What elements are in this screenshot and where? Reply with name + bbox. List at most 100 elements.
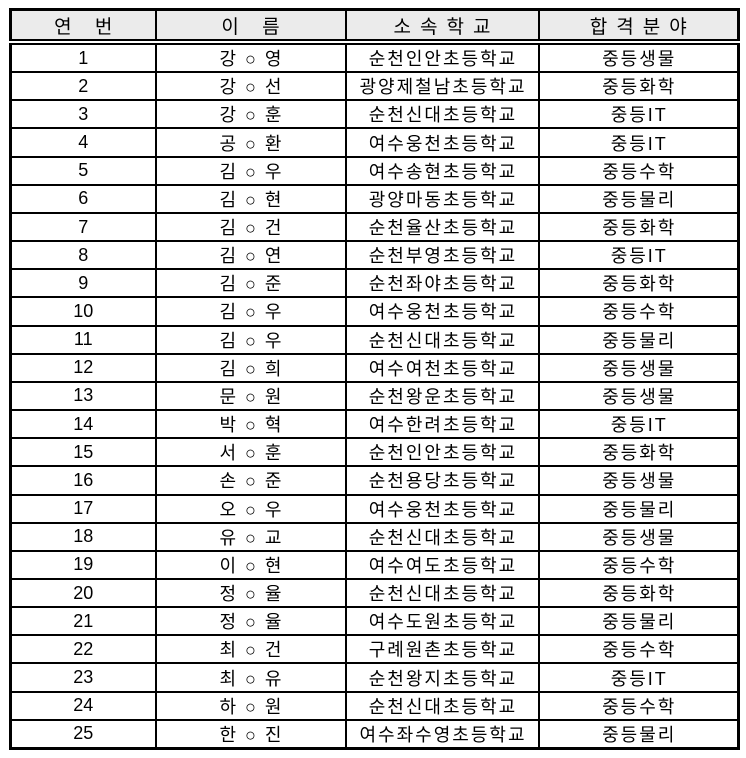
cell-school: 순천왕운초등학교: [344, 380, 540, 412]
cell-no: 20: [9, 577, 157, 609]
cell-field: 중등수학: [537, 690, 740, 721]
cell-name: 유 ○ 교: [154, 521, 347, 552]
cell-name: 이 ○ 현: [154, 549, 347, 580]
table-row: 16 손 ○ 준 순천용당초등학교 중등생물: [9, 465, 740, 496]
cell-field: 중등수학: [537, 296, 740, 327]
table-row: 13 문 ○ 원 순천왕운초등학교 중등생물: [9, 380, 740, 412]
cell-field: 중등화학: [537, 268, 740, 299]
cell-school: 순천용당초등학교: [344, 465, 540, 496]
cell-name: 한 ○ 진: [154, 718, 347, 750]
cell-school: 순천인안초등학교: [344, 40, 540, 74]
cell-school: 순천신대초등학교: [344, 577, 540, 609]
cell-field: 중등물리: [537, 718, 740, 750]
cell-field: 중등IT: [537, 127, 740, 158]
cell-name: 김 ○ 건: [154, 211, 347, 243]
cell-name: 김 ○ 우: [154, 155, 347, 186]
cell-school: 순천신대초등학교: [344, 324, 540, 355]
cell-school: 순천인안초등학교: [344, 437, 540, 468]
cell-no: 21: [9, 606, 157, 637]
cell-field: 중등IT: [537, 409, 740, 440]
cell-field: 중등수학: [537, 549, 740, 580]
table-row: 25 한 ○ 진 여수좌수영초등학교 중등물리: [9, 718, 740, 750]
cell-name: 정 ○ 율: [154, 577, 347, 609]
cell-school: 여수좌수영초등학교: [344, 718, 540, 750]
cell-name: 강 ○ 선: [154, 71, 347, 102]
table-row: 18 유 ○ 교 순천신대초등학교 중등생물: [9, 521, 740, 552]
cell-no: 15: [9, 437, 157, 468]
cell-school: 순천부영초등학교: [344, 240, 540, 271]
cell-field: 중등생물: [537, 521, 740, 552]
cell-name: 김 ○ 우: [154, 296, 347, 327]
cell-field: 중등화학: [537, 577, 740, 609]
cell-no: 14: [9, 409, 157, 440]
cell-field: 중등수학: [537, 634, 740, 665]
cell-school: 여수여도초등학교: [344, 549, 540, 580]
cell-no: 5: [9, 155, 157, 186]
table-row: 23 최 ○ 유 순천왕지초등학교 중등IT: [9, 662, 740, 693]
cell-no: 7: [9, 211, 157, 243]
cell-school: 광양제철남초등학교: [344, 71, 540, 102]
cell-name: 문 ○ 원: [154, 380, 347, 412]
cell-name: 강 ○ 영: [154, 40, 347, 74]
cell-school: 순천신대초등학교: [344, 99, 540, 130]
cell-field: 중등화학: [537, 71, 740, 102]
cell-school: 여수웅천초등학교: [344, 493, 540, 524]
cell-no: 25: [9, 718, 157, 750]
cell-school: 여수웅천초등학교: [344, 296, 540, 327]
cell-no: 11: [9, 324, 157, 355]
cell-school: 순천신대초등학교: [344, 521, 540, 552]
cell-no: 2: [9, 71, 157, 102]
cell-school: 순천신대초등학교: [344, 690, 540, 721]
cell-no: 18: [9, 521, 157, 552]
cell-field: 중등수학: [537, 155, 740, 186]
cell-name: 하 ○ 원: [154, 690, 347, 721]
cell-field: 중등생물: [537, 352, 740, 383]
cell-name: 박 ○ 혁: [154, 409, 347, 440]
cell-school: 여수한려초등학교: [344, 409, 540, 440]
cell-name: 최 ○ 건: [154, 634, 347, 665]
cell-school: 여수도원초등학교: [344, 606, 540, 637]
cell-name: 김 ○ 연: [154, 240, 347, 271]
cell-field: 중등IT: [537, 240, 740, 271]
cell-name: 강 ○ 훈: [154, 99, 347, 130]
cell-field: 중등IT: [537, 99, 740, 130]
table-row: 17 오 ○ 우 여수웅천초등학교 중등물리: [9, 493, 740, 524]
cell-field: 중등물리: [537, 324, 740, 355]
cell-no: 3: [9, 99, 157, 130]
cell-name: 김 ○ 준: [154, 268, 347, 299]
cell-school: 여수웅천초등학교: [344, 127, 540, 158]
table-row: 10 김 ○ 우 여수웅천초등학교 중등수학: [9, 296, 740, 327]
cell-name: 정 ○ 율: [154, 606, 347, 637]
cell-no: 23: [9, 662, 157, 693]
cell-school: 광양마동초등학교: [344, 183, 540, 214]
table-header-row: 연 번 이 름 소속학교 합격분야: [9, 8, 740, 45]
cell-no: 22: [9, 634, 157, 665]
cell-field: 중등생물: [537, 380, 740, 412]
cell-field: 중등IT: [537, 662, 740, 693]
cell-field: 중등생물: [537, 465, 740, 496]
cell-no: 17: [9, 493, 157, 524]
table-row: 12 김 ○ 희 여수여천초등학교 중등생물: [9, 352, 740, 383]
cell-school: 여수송현초등학교: [344, 155, 540, 186]
cell-name: 김 ○ 우: [154, 324, 347, 355]
table-row: 14 박 ○ 혁 여수한려초등학교 중등IT: [9, 409, 740, 440]
cell-field: 중등화학: [537, 211, 740, 243]
table-row: 22 최 ○ 건 구례원촌초등학교 중등수학: [9, 634, 740, 665]
cell-name: 손 ○ 준: [154, 465, 347, 496]
cell-school: 구례원촌초등학교: [344, 634, 540, 665]
cell-field: 중등물리: [537, 493, 740, 524]
table-row: 21 정 ○ 율 여수도원초등학교 중등물리: [9, 606, 740, 637]
cell-school: 순천좌야초등학교: [344, 268, 540, 299]
column-header-no: 연 번: [9, 8, 157, 45]
